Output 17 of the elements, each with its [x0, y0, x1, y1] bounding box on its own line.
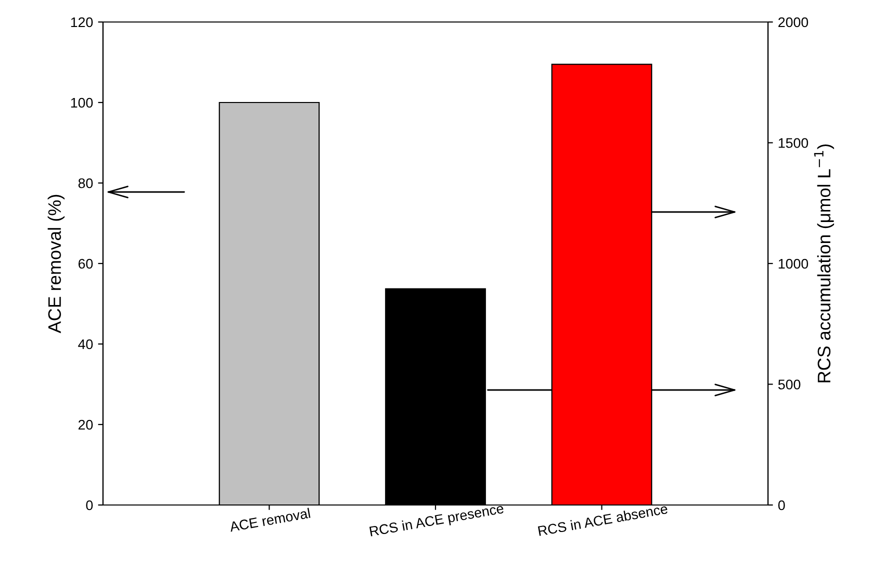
y-tick-label: 80	[78, 178, 93, 188]
x-tick-label: ACE removal	[228, 508, 310, 532]
x-tick-label: RCS in ACE presence	[369, 502, 504, 540]
y2-axis-title: RCS accumulation (μmol L$^{−1}$)	[814, 144, 834, 382]
x-tick-label: RCS in ACE absence	[538, 503, 668, 536]
y-axis-title: ACE removal (%)	[48, 194, 65, 334]
y-tick-label: 60	[78, 258, 93, 269]
y-tick-label: 100	[71, 98, 93, 108]
y2-tick-label: 0	[778, 500, 785, 510]
y2-tick-label: 1500	[778, 138, 808, 148]
y-tick-label: 20	[78, 420, 93, 430]
y-tick-label: 0	[86, 500, 93, 510]
y2-tick-label: 2000	[778, 17, 808, 28]
y2-tick-label: 1000	[778, 258, 808, 269]
y-tick-label: 40	[78, 339, 93, 350]
y-tick-label: 120	[71, 17, 93, 28]
y2-tick-label: 500	[778, 380, 800, 390]
